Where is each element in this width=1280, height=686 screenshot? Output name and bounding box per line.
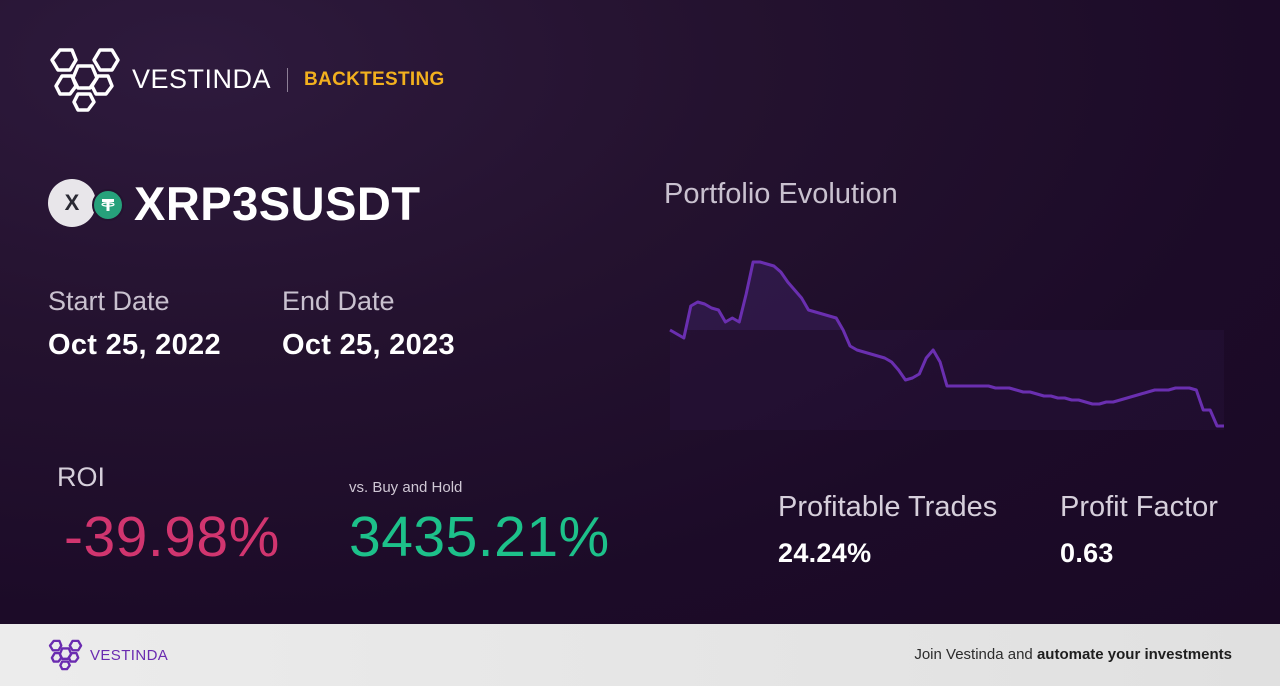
xrp-coin-icon: X xyxy=(48,179,96,227)
cta-bold-text: automate your investments xyxy=(1036,646,1232,663)
brand-name: VESTINDA xyxy=(132,63,272,94)
metric-value: 0.63 xyxy=(1060,538,1114,568)
tether-glyph-icon xyxy=(101,199,115,211)
roi-value: -39.98% xyxy=(64,505,280,569)
end-date-label: End Date xyxy=(282,286,395,316)
buy-hold-value: 3435.21% xyxy=(349,505,610,569)
metric-value: 24.24% xyxy=(778,538,872,568)
chart-area-fill xyxy=(670,262,1224,330)
buy-hold-label: vs. Buy and Hold xyxy=(349,479,463,496)
end-date-value: Oct 25, 2023 xyxy=(282,329,455,361)
portfolio-series-line xyxy=(669,260,1224,428)
chart-baseline-band xyxy=(670,330,1224,430)
metric-label: Profit Factor xyxy=(1060,491,1218,523)
footer: VESTINDA Join Vestinda and automate your… xyxy=(0,624,1280,686)
profit-factor-metric: Profit Factor 0.63 xyxy=(1060,491,1218,569)
end-date-block: End Date Oct 25, 2023 xyxy=(282,286,455,362)
metric-label: Profitable Trades xyxy=(778,491,998,523)
vestinda-logo-icon xyxy=(50,48,120,112)
start-date-value: Oct 25, 2022 xyxy=(48,329,221,361)
portfolio-chart xyxy=(669,260,1224,430)
tether-coin-icon xyxy=(92,189,124,221)
section-tag: BACKTESTING xyxy=(304,69,445,90)
roi-label: ROI xyxy=(57,462,106,492)
start-date-block: Start Date Oct 25, 2022 xyxy=(48,286,221,362)
asset-symbol: X XRP3SUSDT xyxy=(48,176,421,230)
footer-brand[interactable]: VESTINDA xyxy=(48,639,168,671)
footer-brand-name: VESTINDA xyxy=(90,646,169,664)
footer-cta[interactable]: Join Vestinda and automate your investme… xyxy=(914,646,1232,663)
chart-title: Portfolio Evolution xyxy=(664,178,898,210)
brand-divider xyxy=(287,68,289,92)
vestinda-logo-icon xyxy=(48,639,83,671)
backtest-card: VESTINDA BACKTESTING X XRP3SUSDT Start D… xyxy=(0,0,1280,624)
start-date-label: Start Date xyxy=(48,286,170,316)
brand-header: VESTINDA BACKTESTING xyxy=(48,46,445,114)
profitable-trades-metric: Profitable Trades 24.24% xyxy=(778,491,997,569)
symbol-name: XRP3SUSDT xyxy=(134,176,421,230)
cta-text: Join Vestinda and xyxy=(914,646,1037,663)
